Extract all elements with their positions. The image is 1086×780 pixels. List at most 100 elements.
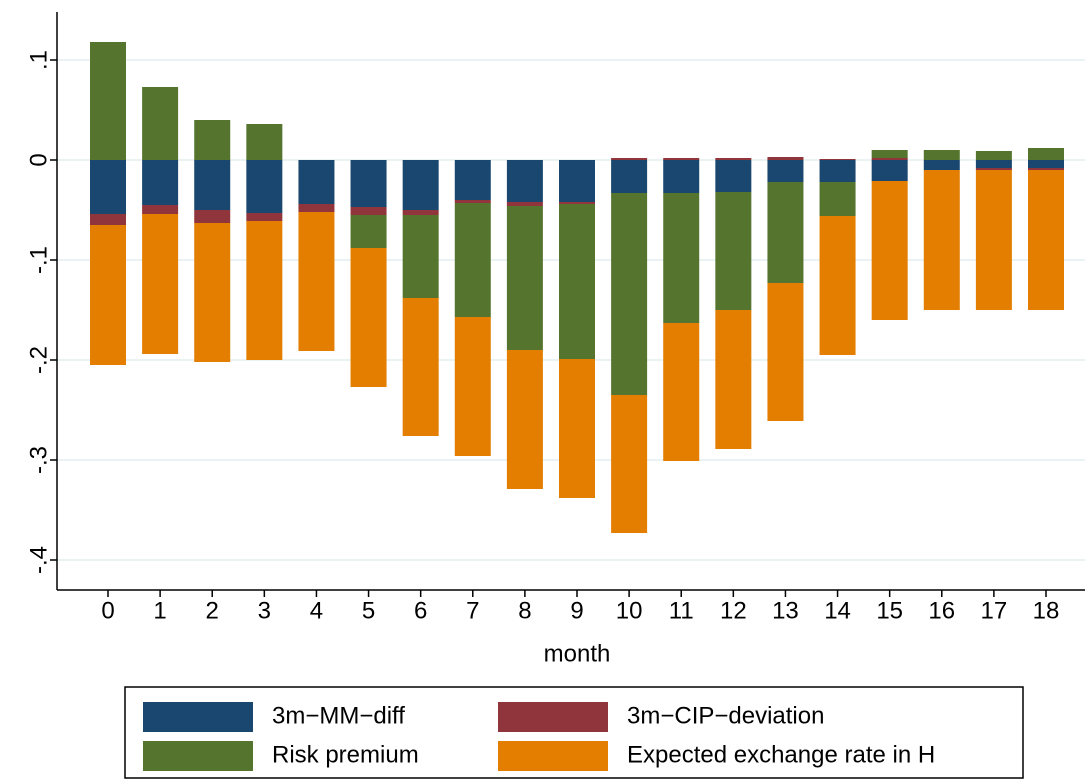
bar (506, 206, 543, 350)
bar (975, 151, 1012, 160)
bar (90, 214, 126, 225)
bar (194, 210, 231, 223)
bar (611, 193, 648, 395)
bar (454, 160, 491, 200)
bar (246, 124, 283, 160)
bar (298, 160, 335, 204)
bar (402, 210, 439, 215)
bar (767, 182, 804, 283)
bar (611, 158, 648, 160)
bar (923, 170, 960, 310)
y-tick-label: -.2 (25, 346, 52, 374)
bar (454, 203, 491, 317)
legend-label: Expected exchange rate in H (627, 741, 935, 768)
bar (506, 160, 543, 202)
x-tick-label: 10 (616, 597, 643, 624)
bar (142, 205, 179, 214)
bar (402, 298, 439, 436)
bar (506, 202, 543, 206)
bar (506, 350, 543, 489)
bar (715, 192, 752, 310)
bar (142, 87, 179, 160)
bar (298, 212, 335, 351)
x-tick-label: 1 (153, 597, 166, 624)
x-tick-label: 15 (876, 597, 903, 624)
y-tick-label: 0 (25, 153, 52, 166)
bar (663, 323, 700, 461)
x-tick-label: 2 (206, 597, 219, 624)
x-tick-label: 0 (101, 597, 114, 624)
bar (142, 160, 179, 205)
bar (871, 160, 908, 181)
x-tick-label: 8 (518, 597, 531, 624)
bar (350, 248, 387, 387)
bar (871, 181, 908, 320)
x-tick-label: 12 (720, 597, 747, 624)
bar (611, 160, 648, 193)
bar (611, 395, 648, 533)
bar (402, 160, 439, 210)
bar (559, 359, 595, 498)
bar (871, 150, 908, 158)
bar (663, 193, 700, 323)
legend-swatch (498, 702, 608, 732)
bar (194, 120, 231, 160)
bar (350, 215, 387, 248)
bar (715, 158, 752, 160)
x-axis-label: month (544, 640, 611, 667)
bar (246, 221, 283, 360)
y-tick-label: -.1 (25, 246, 52, 274)
x-tick-label: 7 (466, 597, 479, 624)
bar (194, 160, 231, 210)
bar (559, 204, 595, 359)
bar (819, 159, 856, 160)
bar (1028, 168, 1064, 170)
bar (819, 182, 856, 216)
x-tick-label: 16 (928, 597, 955, 624)
bar (90, 42, 126, 160)
bar (767, 157, 804, 160)
legend-label: Risk premium (272, 741, 419, 768)
x-tick-label: 14 (824, 597, 851, 624)
x-tick-label: 5 (362, 597, 375, 624)
x-tick-label: 13 (772, 597, 799, 624)
bar (975, 160, 1012, 168)
bar (1028, 170, 1064, 310)
bar (767, 283, 804, 421)
legend-swatch (143, 702, 253, 732)
legend-label: 3m−MM−diff (272, 702, 405, 729)
bar (819, 160, 856, 182)
bar (923, 160, 960, 170)
bar (767, 160, 804, 182)
y-tick-label: .1 (25, 50, 52, 70)
bar (454, 200, 491, 203)
bar (975, 168, 1012, 170)
bar (350, 160, 387, 207)
bar (298, 204, 335, 212)
bar (975, 170, 1012, 310)
legend-swatch (498, 741, 608, 771)
bar (90, 160, 126, 214)
bar (559, 160, 595, 202)
x-tick-label: 3 (258, 597, 271, 624)
bar (715, 160, 752, 192)
bar (350, 207, 387, 215)
bar (663, 158, 700, 160)
x-tick-label: 6 (414, 597, 427, 624)
bar (246, 213, 283, 221)
legend-swatch (143, 741, 253, 771)
bar (819, 216, 856, 355)
x-tick-label: 17 (981, 597, 1008, 624)
bar (715, 310, 752, 449)
bar (90, 225, 126, 365)
x-tick-label: 18 (1033, 597, 1060, 624)
legend-label: 3m−CIP−deviation (627, 702, 824, 729)
bar (559, 202, 595, 204)
bar (871, 158, 908, 160)
x-tick-label: 11 (669, 597, 694, 624)
y-tick-label: -.4 (25, 546, 52, 574)
bar (246, 160, 283, 213)
bar (194, 223, 231, 362)
x-tick-label: 9 (570, 597, 583, 624)
